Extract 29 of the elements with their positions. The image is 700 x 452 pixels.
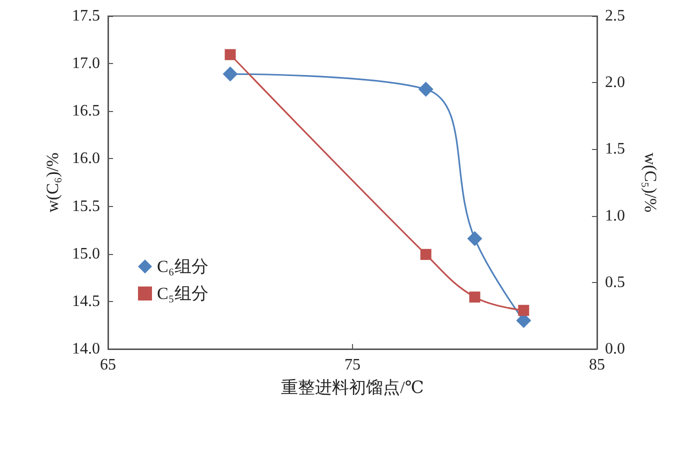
point xyxy=(420,248,432,260)
y-tick-label: 14.0 xyxy=(72,340,100,358)
point xyxy=(418,82,434,97)
point xyxy=(469,292,480,303)
y-tick-label: 15.5 xyxy=(72,198,100,215)
x-tick-label: 65 xyxy=(100,356,116,374)
y2-tick-label: 0.0 xyxy=(605,340,625,358)
x-axis-title: 重整进料初馏点/℃ xyxy=(281,378,424,397)
legend-label: C₅组分 xyxy=(157,284,208,303)
y2-tick-label: 2.5 xyxy=(605,8,625,24)
point xyxy=(224,49,236,60)
y2-axis-title: w(C₅)/% xyxy=(641,152,660,212)
point xyxy=(467,231,482,246)
point xyxy=(518,304,530,316)
y2-tick-label: 2.0 xyxy=(605,74,625,92)
y-tick-label: 14.5 xyxy=(72,292,100,310)
y-tick-label: 16.0 xyxy=(72,150,100,168)
y2-tick-label: 0.5 xyxy=(605,274,625,291)
y2-tick-label: 1.5 xyxy=(605,140,625,158)
y-tick-label: 17.5 xyxy=(72,8,100,24)
y2-tick-label: 1.0 xyxy=(605,207,625,224)
y-axis-title: w(C₆)/% xyxy=(43,152,62,212)
y-tick-label: 15.0 xyxy=(72,245,100,262)
y-tick-label: 16.5 xyxy=(72,102,100,120)
y-tick-label: 17.0 xyxy=(72,55,100,72)
x-tick-label: 85 xyxy=(589,356,605,374)
x-tick-label: 75 xyxy=(344,356,360,374)
legend-label: C₆组分 xyxy=(157,257,208,276)
point xyxy=(222,66,238,82)
